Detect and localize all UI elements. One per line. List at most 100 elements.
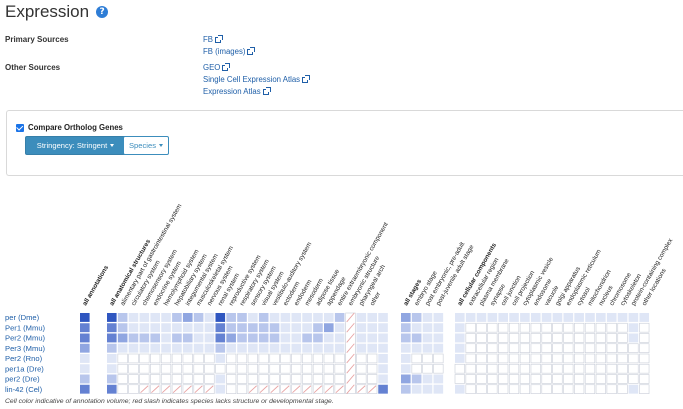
row-label[interactable]: Per2 (Mmu) bbox=[5, 334, 46, 343]
heatmap-cell[interactable] bbox=[356, 313, 367, 322]
heatmap-cell[interactable] bbox=[552, 322, 563, 333]
heatmap-cell[interactable] bbox=[595, 384, 606, 394]
heatmap-cell[interactable] bbox=[301, 353, 313, 364]
heatmap-cell[interactable] bbox=[378, 333, 388, 343]
heatmap-cell[interactable] bbox=[204, 363, 215, 374]
heatmap-cell[interactable] bbox=[215, 323, 226, 333]
heatmap-cell[interactable] bbox=[498, 384, 509, 394]
heatmap-cell[interactable] bbox=[552, 353, 563, 364]
heatmap-cell[interactable] bbox=[584, 333, 596, 343]
heatmap-cell[interactable] bbox=[107, 364, 117, 374]
heatmap-cell[interactable] bbox=[312, 374, 324, 384]
heatmap-cell[interactable] bbox=[226, 343, 236, 353]
heatmap-cell[interactable] bbox=[324, 313, 334, 322]
heatmap-cell[interactable] bbox=[237, 343, 247, 353]
heatmap-cell[interactable] bbox=[117, 384, 128, 394]
heatmap-cell[interactable] bbox=[128, 313, 139, 322]
heatmap-cell[interactable] bbox=[454, 374, 465, 384]
heatmap-cell[interactable] bbox=[226, 363, 237, 374]
heatmap-cell[interactable] bbox=[172, 323, 182, 333]
heatmap-cell[interactable] bbox=[628, 363, 639, 374]
heatmap-cell[interactable] bbox=[258, 343, 269, 353]
heatmap-cell[interactable] bbox=[378, 343, 388, 353]
heatmap-cell[interactable] bbox=[476, 313, 487, 322]
heatmap-cell[interactable] bbox=[508, 374, 520, 384]
compare-orthologs-row[interactable]: Compare Ortholog Genes bbox=[16, 123, 123, 132]
heatmap-cell[interactable] bbox=[323, 363, 334, 374]
heatmap-cell[interactable] bbox=[465, 353, 476, 364]
heatmap-cell[interactable] bbox=[291, 333, 302, 343]
heatmap-cell[interactable] bbox=[519, 322, 530, 333]
heatmap-cell[interactable] bbox=[422, 323, 433, 333]
heatmap-cell[interactable] bbox=[530, 353, 541, 364]
heatmap-cell[interactable] bbox=[639, 363, 650, 374]
heatmap-cell[interactable] bbox=[117, 313, 128, 322]
heatmap-cell[interactable] bbox=[617, 374, 628, 384]
heatmap-cell[interactable] bbox=[160, 363, 172, 374]
heatmap-cell[interactable] bbox=[269, 363, 280, 374]
heatmap-cell[interactable] bbox=[411, 333, 422, 343]
heatmap-cell[interactable] bbox=[237, 333, 247, 343]
heatmap-cell[interactable] bbox=[302, 323, 312, 333]
heatmap-cell[interactable] bbox=[204, 374, 215, 384]
heatmap-cell[interactable] bbox=[150, 374, 161, 384]
heatmap-cell[interactable] bbox=[454, 363, 465, 374]
heatmap-cell[interactable] bbox=[356, 333, 367, 343]
heatmap-cell[interactable] bbox=[204, 353, 215, 364]
heatmap-cell[interactable] bbox=[280, 374, 291, 384]
heatmap-cell[interactable] bbox=[422, 384, 433, 394]
heatmap-cell[interactable] bbox=[606, 333, 617, 343]
heatmap-cell[interactable] bbox=[237, 323, 247, 333]
heatmap-cell[interactable] bbox=[617, 363, 628, 374]
heatmap-cell[interactable] bbox=[367, 323, 377, 333]
heatmap-cell[interactable] bbox=[171, 353, 183, 364]
heatmap-cell[interactable] bbox=[161, 313, 171, 322]
heatmap-cell[interactable] bbox=[139, 333, 150, 343]
heatmap-cell[interactable] bbox=[595, 322, 606, 333]
heatmap-cell[interactable] bbox=[498, 374, 509, 384]
heatmap-cell[interactable] bbox=[334, 374, 345, 384]
heatmap-cell[interactable] bbox=[161, 343, 171, 353]
heatmap-cell[interactable] bbox=[128, 374, 139, 384]
heatmap-cell[interactable] bbox=[356, 363, 367, 374]
heatmap-cell[interactable] bbox=[476, 353, 487, 364]
heatmap-cell[interactable] bbox=[595, 363, 606, 374]
heatmap-cell[interactable] bbox=[139, 323, 150, 333]
heatmap-cell[interactable] bbox=[291, 343, 302, 353]
heatmap-cell[interactable] bbox=[215, 374, 226, 384]
heatmap-cell[interactable] bbox=[378, 364, 388, 374]
heatmap-cell[interactable] bbox=[80, 374, 90, 384]
heatmap-cell[interactable] bbox=[401, 374, 411, 384]
heatmap-cell[interactable] bbox=[530, 322, 541, 333]
heatmap-cell[interactable] bbox=[80, 343, 90, 353]
heatmap-cell[interactable] bbox=[258, 323, 269, 333]
heatmap-cell[interactable] bbox=[215, 343, 226, 353]
heatmap-cell[interactable] bbox=[574, 322, 585, 333]
heatmap-cell[interactable] bbox=[639, 322, 650, 333]
heatmap-cell[interactable] bbox=[606, 353, 617, 364]
heatmap-cell[interactable] bbox=[563, 374, 574, 384]
heatmap-cell[interactable] bbox=[280, 333, 291, 343]
heatmap-cell[interactable] bbox=[150, 363, 161, 374]
heatmap-cell[interactable] bbox=[139, 363, 150, 374]
heatmap-cell[interactable] bbox=[128, 384, 139, 394]
heatmap-cell[interactable] bbox=[378, 323, 388, 333]
heatmap-cell[interactable] bbox=[204, 323, 215, 333]
heatmap-cell[interactable] bbox=[269, 343, 280, 353]
heatmap-cell[interactable] bbox=[193, 323, 204, 333]
heatmap-cell[interactable] bbox=[117, 353, 128, 364]
heatmap-cell[interactable] bbox=[182, 323, 193, 333]
heatmap-cell[interactable] bbox=[401, 364, 411, 374]
heatmap-cell[interactable] bbox=[269, 313, 280, 322]
heatmap-cell[interactable] bbox=[617, 322, 628, 333]
heatmap-cell[interactable] bbox=[313, 343, 323, 353]
heatmap-cell[interactable] bbox=[161, 333, 171, 343]
heatmap-cell[interactable] bbox=[117, 333, 128, 343]
heatmap-cell[interactable] bbox=[247, 363, 258, 374]
heatmap-cell[interactable] bbox=[150, 343, 160, 353]
heatmap-cell[interactable] bbox=[193, 353, 204, 364]
heatmap-cell[interactable] bbox=[226, 323, 236, 333]
heatmap-cell[interactable] bbox=[433, 343, 444, 353]
row-label[interactable]: Per3 (Mmu) bbox=[5, 344, 46, 353]
heatmap-cell[interactable] bbox=[563, 384, 574, 394]
